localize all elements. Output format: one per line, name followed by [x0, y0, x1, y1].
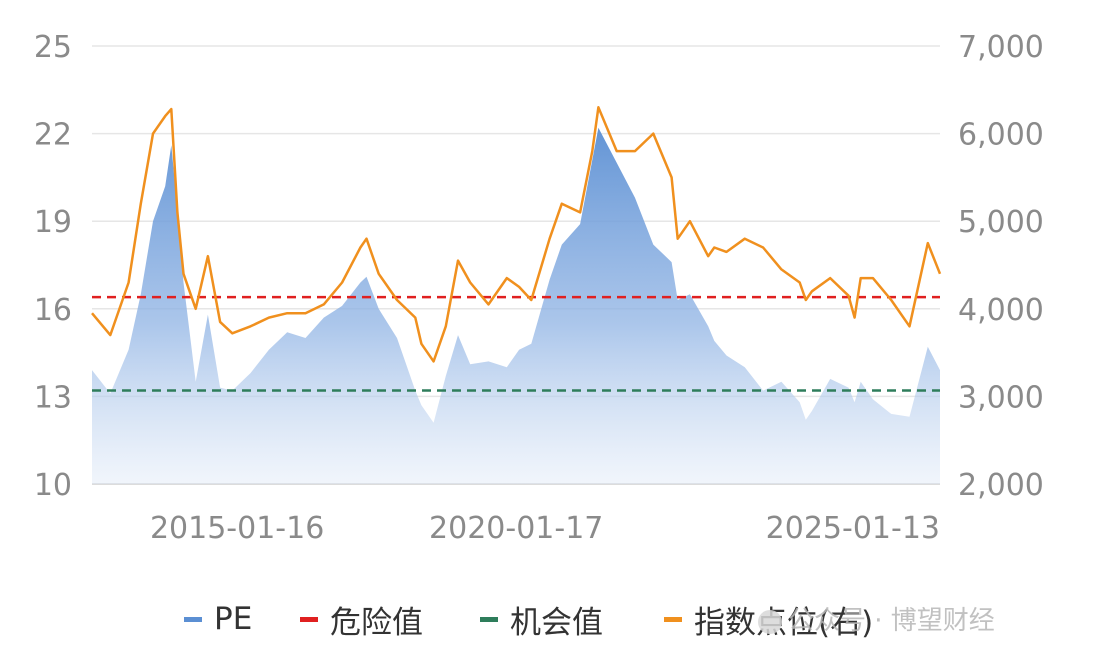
pe-area-layer [92, 127, 940, 485]
legend-label-opportunity: 机会值 [510, 604, 603, 641]
legend-item-index[interactable]: 指数点位(右) [664, 596, 873, 642]
right-axis-ticks: 2,000 3,000 4,000 5,000 6,000 7,000 [958, 30, 1044, 503]
right-axis-tick-label: 7,000 [958, 30, 1044, 65]
watermark: 公众号 · 博望财经 [758, 600, 995, 637]
left-axis-tick-label: 22 [34, 118, 72, 153]
legend: PE 危险值 机会值 指数点位(右) [0, 596, 1095, 646]
chart: 10 13 16 19 22 25 2,000 3,000 4,000 5,000 6,000 7,… [34, 30, 1044, 546]
left-axis-ticks: 10 13 16 19 22 25 [34, 30, 72, 503]
x-axis-tick-label: 2015-01-16 [150, 511, 324, 546]
legend-swatch-index [664, 616, 682, 622]
pe-area [92, 127, 940, 485]
right-axis-tick-label: 3,000 [958, 380, 1044, 415]
x-axis-ticks: 2015-01-16 2020-01-17 2025-01-13 [150, 511, 940, 546]
legend-item-pe[interactable]: PE [184, 596, 252, 642]
legend-label-pe: PE [214, 601, 253, 637]
left-axis-tick-label: 10 [34, 468, 72, 503]
legend-label-index: 指数点位(右) [694, 604, 874, 641]
left-axis-tick-label: 13 [34, 380, 72, 415]
legend-label-danger: 危险值 [330, 604, 423, 641]
left-axis-tick-label: 25 [34, 30, 72, 65]
legend-swatch-pe [184, 616, 202, 622]
reference-lines [92, 295, 940, 392]
x-axis-tick-label: 2025-01-13 [766, 511, 940, 546]
wechat-icon [758, 609, 782, 634]
watermark-text: 公众号 · 博望财经 [788, 606, 995, 636]
right-axis-tick-label: 5,000 [958, 205, 1044, 240]
right-axis-tick-label: 2,000 [958, 468, 1044, 503]
legend-swatch-danger [300, 616, 318, 622]
index-line-layer [91, 106, 942, 363]
right-axis-tick-label: 4,000 [958, 293, 1044, 328]
left-axis-tick-label: 19 [34, 205, 72, 240]
x-axis-tick-label: 2020-01-17 [429, 511, 603, 546]
left-axis-tick-label: 16 [34, 293, 72, 328]
legend-item-danger[interactable]: 危险值 [300, 596, 423, 642]
index-line [91, 106, 942, 363]
right-axis-tick-label: 6,000 [958, 118, 1044, 153]
legend-item-opportunity[interactable]: 机会值 [480, 596, 603, 642]
legend-swatch-opportunity [480, 616, 498, 622]
